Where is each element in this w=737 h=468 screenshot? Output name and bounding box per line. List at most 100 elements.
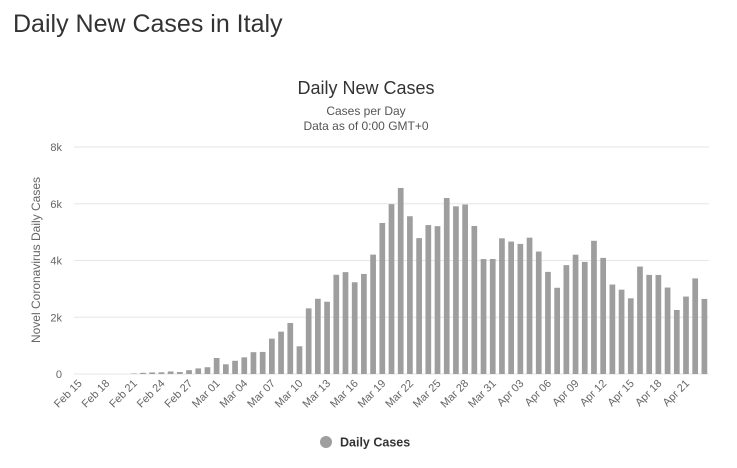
y-tick-label: 8k	[50, 142, 62, 154]
bar[interactable]	[434, 226, 441, 374]
bar[interactable]	[324, 301, 330, 374]
bar[interactable]	[627, 298, 634, 374]
bar[interactable]	[517, 243, 524, 374]
page-heading: Daily New Cases in Italy	[13, 10, 283, 38]
y-tick-label: 0	[56, 369, 62, 381]
bar[interactable]	[591, 240, 597, 374]
bar[interactable]	[149, 372, 156, 374]
bar[interactable]	[545, 271, 551, 374]
x-tick-label: Mar 19	[356, 378, 389, 411]
x-tick-label: Feb 21	[107, 378, 140, 411]
x-tick-label: Feb 24	[135, 378, 168, 411]
bar[interactable]	[315, 298, 321, 374]
bar[interactable]	[673, 309, 680, 374]
bar[interactable]	[140, 372, 146, 374]
bar[interactable]	[269, 338, 275, 374]
y-tick-label: 4k	[50, 256, 62, 268]
bar[interactable]	[655, 274, 662, 374]
bar[interactable]	[287, 323, 294, 374]
bar[interactable]	[554, 287, 561, 374]
x-tick-label: Apr 09	[550, 378, 581, 409]
chart-title: Daily New Cases	[297, 78, 434, 98]
bar[interactable]	[425, 225, 432, 374]
bar[interactable]	[508, 241, 514, 374]
x-tick-label: Mar 07	[245, 378, 278, 411]
bar[interactable]	[397, 187, 404, 374]
bar[interactable]	[462, 204, 468, 374]
bar[interactable]	[535, 251, 542, 374]
bar[interactable]	[342, 272, 349, 374]
bar[interactable]	[692, 278, 699, 374]
y-axis-title: Novel Coronavirus Daily Cases	[29, 177, 43, 343]
bar-series	[130, 187, 708, 374]
bar[interactable]	[370, 254, 376, 374]
bar[interactable]	[600, 257, 607, 374]
bar[interactable]	[195, 368, 202, 374]
x-tick-label: Feb 15	[52, 378, 85, 411]
bar[interactable]	[176, 372, 183, 374]
chart-subtitle-line: Data as of 0:00 GMT+0	[303, 119, 428, 133]
y-tick-label: 6k	[50, 199, 62, 211]
bar[interactable]	[471, 225, 478, 374]
x-tick-label: Mar 01	[190, 378, 223, 411]
bar[interactable]	[250, 352, 257, 374]
bar[interactable]	[278, 331, 284, 374]
bar[interactable]	[222, 364, 229, 374]
x-tick-label: Mar 28	[439, 378, 472, 411]
bar[interactable]	[351, 282, 358, 374]
bar[interactable]	[213, 358, 220, 374]
y-axis-ticks: 0 2k 4k 6k 8k	[50, 142, 62, 381]
x-tick-label: Mar 22	[383, 378, 416, 411]
bar[interactable]	[204, 367, 211, 374]
bar[interactable]	[637, 266, 643, 374]
bar[interactable]	[232, 360, 238, 374]
x-tick-label: Apr 15	[605, 378, 636, 409]
x-tick-label: Mar 04	[218, 378, 251, 411]
bar[interactable]	[646, 274, 653, 374]
bar[interactable]	[526, 237, 533, 374]
x-tick-label: Mar 25	[411, 378, 444, 411]
bar[interactable]	[683, 296, 689, 374]
x-tick-label: Apr 18	[633, 378, 664, 409]
bar[interactable]	[361, 273, 367, 374]
bar[interactable]	[664, 287, 671, 374]
bar[interactable]	[388, 204, 395, 374]
bar[interactable]	[305, 308, 312, 374]
bar[interactable]	[581, 261, 588, 374]
bar[interactable]	[443, 197, 450, 374]
bar[interactable]	[701, 298, 708, 374]
bar[interactable]	[407, 216, 413, 374]
legend-label[interactable]: Daily Cases	[340, 436, 410, 450]
bar[interactable]	[241, 357, 248, 374]
bar[interactable]	[186, 370, 192, 374]
bar[interactable]	[416, 238, 422, 374]
bar[interactable]	[563, 265, 570, 374]
bar[interactable]	[379, 222, 386, 374]
bar[interactable]	[167, 371, 174, 374]
bar[interactable]	[480, 259, 487, 374]
bar[interactable]	[296, 346, 303, 374]
bar[interactable]	[499, 238, 505, 374]
x-tick-label: Mar 16	[328, 378, 361, 411]
bar[interactable]	[333, 274, 340, 374]
x-tick-label: Mar 10	[273, 378, 306, 411]
x-tick-label: Apr 12	[578, 378, 609, 409]
x-tick-label: Apr 21	[661, 378, 692, 409]
legend-marker	[320, 436, 332, 448]
chart-subtitle-line: Cases per Day	[326, 104, 405, 118]
x-tick-label: Mar 13	[300, 378, 333, 411]
x-tick-label: Apr 06	[523, 378, 554, 409]
x-tick-label: Feb 18	[80, 378, 113, 411]
bar[interactable]	[158, 372, 165, 374]
bar[interactable]	[572, 254, 579, 374]
x-tick-label: Apr 03	[495, 378, 526, 409]
bar[interactable]	[609, 284, 616, 374]
x-tick-label: Feb 27	[162, 378, 195, 411]
y-tick-label: 2k	[50, 312, 62, 324]
bar[interactable]	[259, 351, 266, 374]
bar[interactable]	[489, 259, 496, 374]
bar[interactable]	[618, 289, 625, 374]
legend[interactable]: Daily Cases	[320, 436, 410, 450]
bar[interactable]	[453, 206, 459, 374]
